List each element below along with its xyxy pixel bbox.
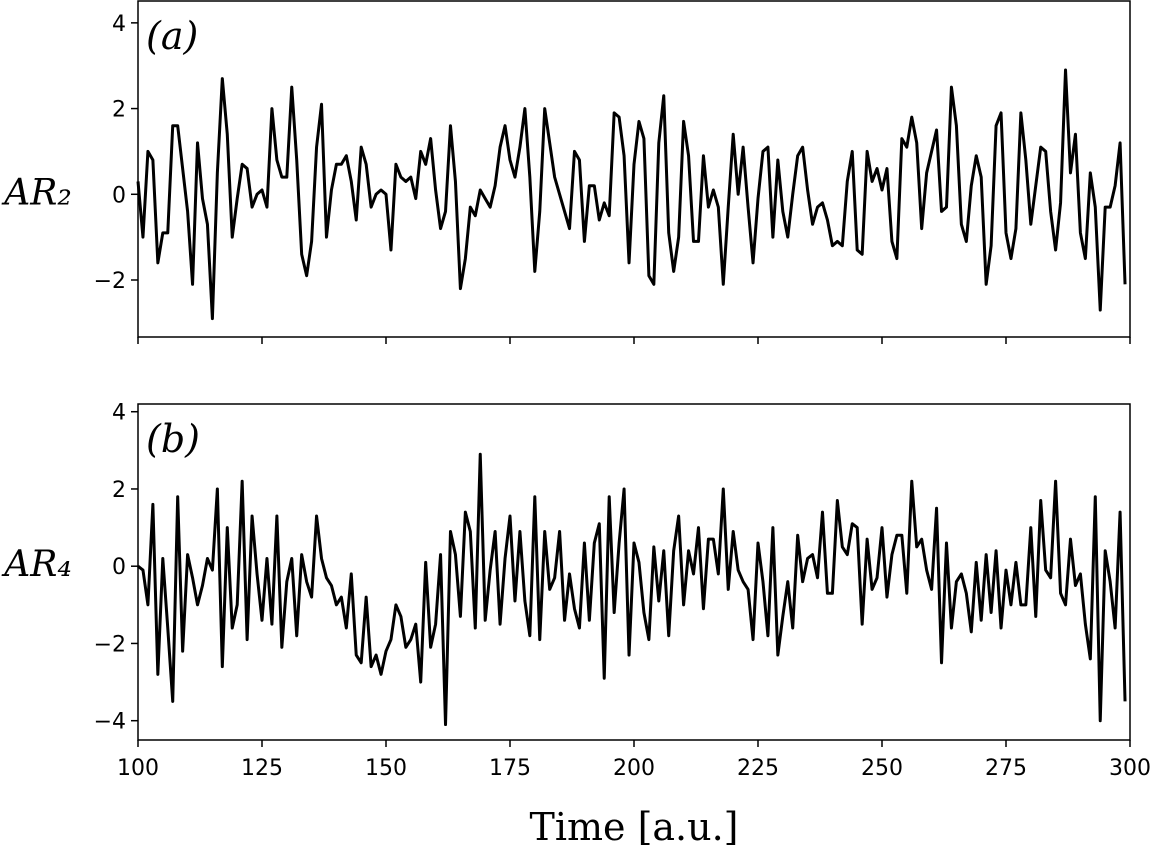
y-tick-label: 2: [112, 98, 126, 123]
x-tick-label: 150: [365, 756, 407, 781]
y-tick-label: 4: [112, 12, 126, 37]
y-tick-label: −2: [94, 632, 126, 657]
x-axis-label: Time [a.u.]: [529, 805, 738, 849]
x-tick-label: 175: [489, 756, 531, 781]
y-tick-label: 2: [112, 478, 126, 503]
panel-label: (b): [146, 417, 200, 461]
y-axis-label: AR₂: [1, 172, 72, 213]
panel-label: (a): [146, 14, 198, 58]
x-tick-label: 200: [613, 756, 655, 781]
x-tick-label: 100: [117, 756, 159, 781]
y-tick-label: 0: [112, 555, 126, 580]
data-line: [137, 452, 1127, 727]
x-tick-label: 125: [241, 756, 283, 781]
data-line: [136, 68, 1127, 321]
x-tick-label: 250: [861, 756, 903, 781]
x-tick-label: 300: [1109, 756, 1151, 781]
y-tick-label: 4: [112, 401, 126, 426]
y-tick-label: −2: [94, 269, 126, 294]
x-tick-label: 225: [737, 756, 779, 781]
x-tick-label: 275: [985, 756, 1027, 781]
y-tick-label: 0: [112, 183, 126, 208]
y-tick-label: −4: [94, 710, 126, 735]
y-axis-label: AR₄: [1, 544, 72, 585]
